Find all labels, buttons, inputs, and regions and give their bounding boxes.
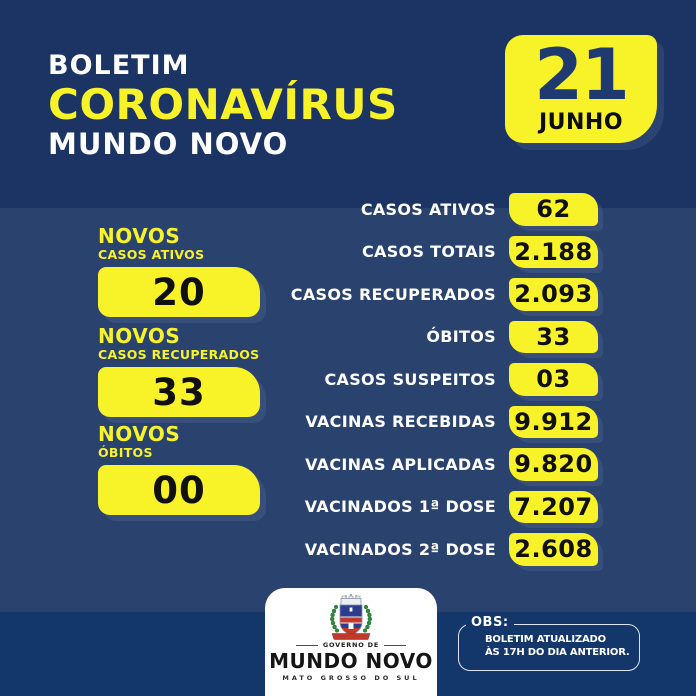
new-group-title: NOVOS bbox=[98, 324, 181, 348]
stat-row: CASOS RECUPERADOS 2.093 bbox=[291, 278, 598, 311]
obs-note-line2: ÀS 17H DO DIA ANTERIOR. bbox=[485, 646, 630, 658]
stat-value-box: 62 bbox=[509, 193, 598, 226]
coat-of-arms-icon bbox=[329, 594, 372, 640]
page-title: CORONAVÍRUS bbox=[48, 80, 398, 130]
stat-label: CASOS SUSPEITOS bbox=[324, 369, 496, 389]
government-over-title-row: GOVERNO DE bbox=[295, 641, 407, 649]
government-card: GOVERNO DE MUNDO NOVO MATO GROSSO DO SUL bbox=[265, 588, 437, 696]
new-recovered-value: 33 bbox=[152, 370, 206, 414]
stat-row: VACINAS RECEBIDAS 9.912 bbox=[291, 405, 598, 438]
stat-value: 2.093 bbox=[514, 280, 593, 309]
new-cases-active-value: 20 bbox=[152, 270, 206, 314]
stats-column: CASOS ATIVOS 62 CASOS TOTAIS 2.188 CASOS… bbox=[291, 193, 598, 576]
stat-value: 33 bbox=[536, 322, 571, 351]
stat-value: 2.188 bbox=[514, 237, 593, 266]
date-badge: 21 JUNHO bbox=[505, 35, 657, 143]
stat-row: CASOS TOTAIS 2.188 bbox=[291, 235, 598, 268]
stat-row: VACINAS APLICADAS 9.820 bbox=[291, 448, 598, 481]
government-city-name: MUNDO NOVO bbox=[269, 649, 433, 673]
new-recovered-group: NOVOS CASOS RECUPERADOS 33 bbox=[98, 324, 260, 418]
stat-value: 62 bbox=[536, 195, 571, 224]
new-cases-active-value-box: 20 bbox=[98, 267, 260, 318]
stat-label: CASOS ATIVOS bbox=[360, 199, 496, 219]
stat-value-box: 33 bbox=[509, 320, 598, 353]
stat-label: ÓBITOS bbox=[426, 327, 496, 347]
stat-value: 2.608 bbox=[514, 535, 593, 564]
stat-value-box: 2.093 bbox=[509, 278, 598, 311]
date-month: JUNHO bbox=[538, 109, 624, 135]
date-day: 21 bbox=[534, 34, 629, 117]
new-deaths-value: 00 bbox=[152, 468, 206, 512]
new-group-subtitle: ÓBITOS bbox=[98, 445, 153, 460]
stat-value-box: 2.188 bbox=[509, 235, 598, 268]
obs-note-title: OBS: bbox=[466, 615, 514, 630]
stat-label: VACINADOS 1ª DOSE bbox=[304, 497, 496, 517]
obs-note-text: BOLETIM ATUALIZADO ÀS 17H DO DIA ANTERIO… bbox=[485, 634, 639, 659]
stat-value-box: 9.912 bbox=[509, 405, 598, 438]
stat-row: VACINADOS 2ª DOSE 2.608 bbox=[291, 533, 598, 566]
new-group-title: NOVOS bbox=[98, 422, 181, 446]
new-deaths-value-box: 00 bbox=[98, 465, 260, 516]
stat-value: 9.912 bbox=[514, 407, 593, 436]
stat-value: 7.207 bbox=[514, 492, 593, 521]
stat-row: VACINADOS 1ª DOSE 7.207 bbox=[291, 490, 598, 523]
stat-row: ÓBITOS 33 bbox=[291, 320, 598, 353]
new-group-subtitle: CASOS RECUPERADOS bbox=[98, 347, 260, 362]
obs-note-box: OBS: BOLETIM ATUALIZADO ÀS 17H DO DIA AN… bbox=[458, 615, 640, 671]
stat-label: VACINAS APLICADAS bbox=[305, 454, 496, 474]
new-cases-active-group: NOVOS CASOS ATIVOS 20 bbox=[98, 224, 260, 318]
government-over-title: GOVERNO DE bbox=[322, 641, 380, 649]
stat-value-box: 9.820 bbox=[509, 448, 598, 481]
stat-value: 03 bbox=[536, 365, 571, 394]
divider-line bbox=[295, 644, 318, 646]
stat-label: VACINADOS 2ª DOSE bbox=[304, 539, 496, 559]
new-group-subtitle: CASOS ATIVOS bbox=[98, 247, 205, 262]
divider-line bbox=[384, 644, 407, 646]
stat-value-box: 2.608 bbox=[509, 533, 598, 566]
stat-label: CASOS TOTAIS bbox=[362, 242, 496, 262]
stat-label: CASOS RECUPERADOS bbox=[290, 284, 496, 304]
stat-value-box: 03 bbox=[509, 363, 598, 396]
stat-label: VACINAS RECEBIDAS bbox=[305, 412, 496, 432]
header-kicker: BOLETIM bbox=[48, 50, 190, 81]
stat-row: CASOS ATIVOS 62 bbox=[291, 193, 598, 226]
stat-value-box: 7.207 bbox=[509, 490, 598, 523]
header-subtitle: MUNDO NOVO bbox=[48, 126, 289, 161]
government-state-name: MATO GROSSO DO SUL bbox=[282, 674, 420, 682]
stat-value: 9.820 bbox=[514, 450, 593, 479]
new-recovered-value-box: 33 bbox=[98, 367, 260, 418]
new-deaths-group: NOVOS ÓBITOS 00 bbox=[98, 422, 260, 516]
new-group-title: NOVOS bbox=[98, 224, 181, 248]
header: BOLETIM CORONAVÍRUS MUNDO NOVO bbox=[48, 50, 398, 161]
stat-row: CASOS SUSPEITOS 03 bbox=[291, 363, 598, 396]
obs-note-line1: BOLETIM ATUALIZADO bbox=[485, 634, 606, 645]
